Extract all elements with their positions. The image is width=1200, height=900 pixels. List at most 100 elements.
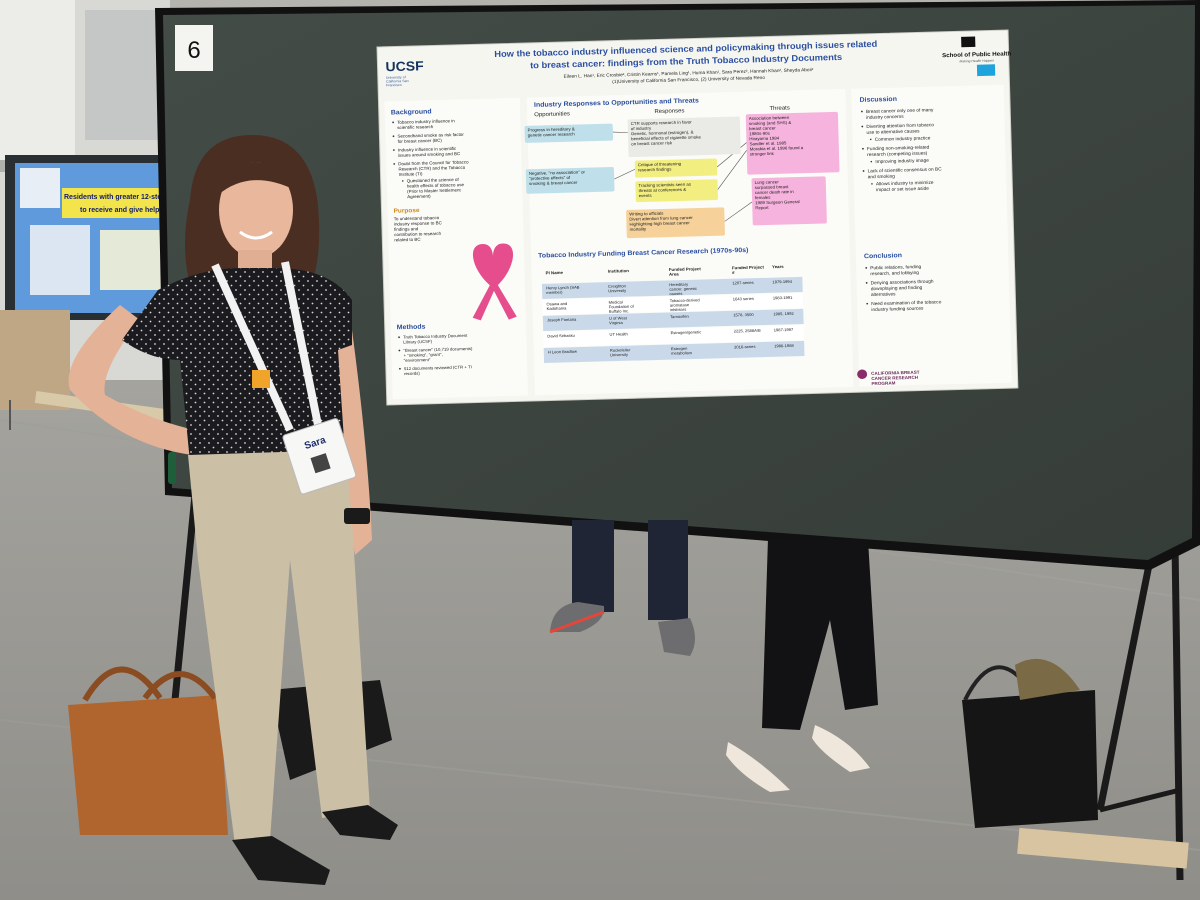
flow-box [745,111,840,175]
bullet [865,282,868,284]
bullet [866,302,869,305]
bullet [862,170,865,172]
sub-bullet-text: Improving industry image [875,158,929,164]
bullet-text: Diverting attention from tobacco use to … [866,122,935,135]
flow-box [635,179,718,203]
table-cell: 1987-1997 [774,327,794,332]
arm [330,330,372,555]
bullet [865,267,868,269]
chair-cloth [0,310,70,410]
flow-box-text: Divert attention from lung cancer [629,215,693,222]
flow-box-text: genetic cancer research [528,131,576,137]
bullet [862,147,864,150]
poster-tube [1017,827,1189,869]
flow-box-text: Association between [749,115,790,121]
lanyard [211,263,294,432]
wall-column [0,0,75,160]
bullet-text: Public relations, funding research, and … [870,264,923,276]
sph-icon [961,36,976,48]
bullet [861,110,863,113]
flow-box-text: Hirayama 1984 [749,136,780,142]
bangs [218,162,295,195]
connector [612,131,628,133]
bag-cloth [1015,658,1080,700]
flow-box [525,166,615,194]
flow-box-text: Lung cancer [755,179,780,185]
bullet [393,163,396,165]
bracelet [168,452,176,484]
stand-leg [171,494,199,701]
poster-authors: Eileen L. Han¹, Eric Crosbie², Cristin K… [564,67,814,79]
flow-box-text: "protective effects" of [529,175,571,181]
window [85,10,165,140]
flow-box-text: 1989 Surgeon General [755,199,800,205]
table-cell: Creighton University [608,283,627,293]
flow-box-text: stronger link [750,151,775,157]
flow-box-text: 1980s-90s [749,131,770,136]
flat-shoe [726,742,790,792]
flow-column-label: Responses [654,108,684,115]
bullet [392,121,395,124]
badge-group: Sara [282,418,357,495]
bullet [398,349,401,352]
bullet-text: Industry influence in scientific issues … [398,146,460,158]
flow-box-text: threats at conferences & [639,187,687,193]
bullet-text: Secondhand smoke as risk factor for brea… [397,132,465,144]
table-cell: 1986-1988 [774,343,794,348]
flow-column-label: Threats [769,106,790,112]
sub-bullet-text: Allows industry to minimize impact or se… [876,180,935,192]
section-heading: Background [391,109,432,117]
sub-bullet [869,138,872,141]
board-number: 6 [187,37,200,64]
bullet-text: 512 documents reviewed (CTR + TI records… [404,364,473,376]
table-cell: 1979-1994 [772,279,792,284]
sub-bullet [871,183,873,185]
table-row [541,276,803,299]
bullet-text: Tobacco industry influence in scientific… [397,118,456,130]
flow-box-text: beneficial effects of cigarette smoke [631,134,702,141]
flat-shoe [812,725,870,772]
flow-box-text: smoking (and SHS) & [749,120,792,126]
jeans-leg [572,520,614,612]
watch [344,508,370,524]
table-cell: 1643 series [733,296,754,301]
lanyard [281,261,322,426]
qr-code [310,453,331,474]
bullet [861,125,864,128]
flow-box [627,116,741,158]
table-cell: 2016-series [734,344,756,349]
bullet [392,149,395,151]
shoe [232,836,330,885]
poster-panel [851,84,1012,387]
face [219,162,293,258]
flow-box-text: Writing to officials [629,211,663,217]
flow-box-text: Tracking scientists seen as [638,182,691,188]
table-cell: Estrogen/genetic [670,329,701,335]
black-pants [762,538,878,730]
sub-bullet [870,160,873,163]
logo-ucsf: UCSF [385,59,424,75]
bullet [398,336,400,339]
bullet-text: Breast cancer only one of many industry … [866,107,935,120]
table-row [543,340,805,364]
logo-ucsf-sub: University of California San Francisco [386,75,410,87]
table-header: Funded Project # [732,265,765,275]
section-heading: Industry Responses to Opportunities and … [534,98,699,109]
flow-box-text: cancer death rate in [755,189,795,195]
pin [252,370,270,388]
bullet-text: Funding non-smoking-related research (co… [867,145,931,157]
stand-foot [1099,787,1181,813]
section-heading: Purpose [393,207,420,214]
pants [188,450,370,845]
side-poster-block [100,230,170,290]
connector [716,142,747,168]
bullet-text: "Breast cancer" (10,719 documents) + "sm… [403,346,474,363]
section-heading: Discussion [860,96,898,104]
jeans-leg [648,520,688,620]
table-row [543,324,805,348]
logo-cbcrp: CALIFORNIA BREAST CANCER RESEARCH PROGRA… [871,370,921,386]
flow-box [634,158,718,178]
